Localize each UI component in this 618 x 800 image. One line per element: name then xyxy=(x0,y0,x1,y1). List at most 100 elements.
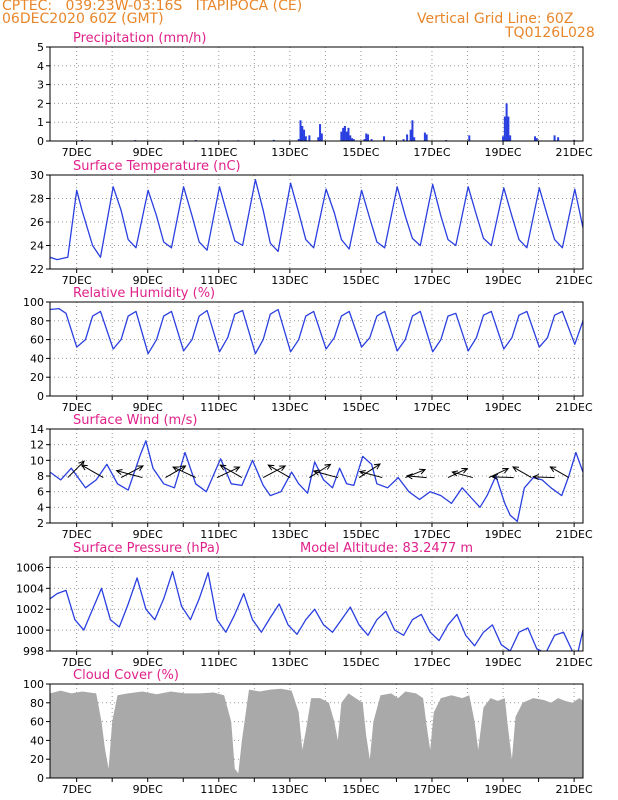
x-tick-label: 11DEC xyxy=(200,146,237,159)
wind-arrow-head xyxy=(406,473,413,480)
precip-bar xyxy=(299,120,302,141)
wind-arrow-shaft xyxy=(216,466,240,479)
wind-arrow xyxy=(165,465,187,478)
wind-arrow-head xyxy=(491,473,499,481)
wind-arrow-head xyxy=(532,473,539,481)
precip-bar xyxy=(343,125,346,141)
precip-bar xyxy=(345,131,348,141)
precip-bar xyxy=(317,137,320,141)
wind-arrow-shaft xyxy=(492,476,514,479)
x-tick-label: 21DEC xyxy=(556,783,593,796)
wind-arrow-shaft xyxy=(67,460,85,478)
y-tick-label: 26 xyxy=(30,216,44,229)
precip-bar xyxy=(297,139,300,141)
x-tick-label: 17DEC xyxy=(413,656,450,669)
x-tick-label: 21DEC xyxy=(556,146,593,159)
x-tick-label: 7DEC xyxy=(62,783,92,796)
panel-annotation: Model Altitude: 83.2477 m xyxy=(300,541,473,556)
x-tick-label: 13DEC xyxy=(271,528,308,541)
x-tick-label: 9DEC xyxy=(133,656,163,669)
panel-title: Cloud Cover (%) xyxy=(73,668,179,683)
header-code: TQ0126L028 xyxy=(505,25,595,41)
wind-line xyxy=(50,440,583,523)
wind-arrow-head xyxy=(461,468,469,474)
y-tick-label: 14 xyxy=(30,423,44,436)
y-tick-label: 60 xyxy=(30,334,44,347)
wind-arrow-head xyxy=(324,463,332,470)
precip-bar xyxy=(468,135,471,141)
x-tick-label: 21DEC xyxy=(556,274,593,287)
wind-arrow xyxy=(451,470,473,479)
pressure-line xyxy=(50,570,583,651)
precip-bar xyxy=(340,131,343,141)
y-tick-label: 30 xyxy=(30,169,44,182)
wind-arrow-head xyxy=(267,464,275,471)
y-tick-label: 1 xyxy=(37,116,44,129)
wind-arrow-shaft xyxy=(358,463,381,478)
x-tick-label: 19DEC xyxy=(484,783,521,796)
precip-bar xyxy=(402,139,405,141)
x-tick-label: 13DEC xyxy=(271,146,308,159)
precip-bar xyxy=(342,127,345,141)
wind-arrow-head xyxy=(549,466,557,473)
wind-arrow xyxy=(532,473,555,481)
panel-rh: Relative Humidity (%) 0 20 40 60 80 100 7DEC 9DE… xyxy=(23,286,593,414)
x-tick-label: 19DEC xyxy=(484,401,521,414)
wind-arrow xyxy=(115,469,143,479)
panel-title: Surface Temperature (nC) xyxy=(73,159,241,174)
panel-precip: Precipitation (mm/h) 0 1 2 3 4 5 7DEC 9DEC 11DEC 1… xyxy=(37,31,593,159)
panel-frame xyxy=(49,556,584,652)
y-tick-label: 12 xyxy=(30,439,44,452)
x-tick-label: 15DEC xyxy=(342,783,379,796)
x-tick-label: 13DEC xyxy=(271,274,308,287)
x-tick-label: 9DEC xyxy=(133,783,163,796)
y-tick-label: 1004 xyxy=(16,582,44,595)
wind-arrow-head xyxy=(219,464,227,471)
wind-arrow xyxy=(262,465,287,479)
precip-bar xyxy=(272,139,275,141)
x-tick-label: 9DEC xyxy=(133,528,163,541)
wind-arrow-head xyxy=(136,465,145,471)
y-tick-label: 6 xyxy=(37,486,44,499)
y-tick-label: 20 xyxy=(30,753,44,766)
x-tick-label: 15DEC xyxy=(342,401,379,414)
wind-arrow-head xyxy=(172,466,180,473)
y-tick-label: 0 xyxy=(37,772,44,785)
precip-bar xyxy=(502,136,505,141)
x-tick-label: 7DEC xyxy=(62,146,92,159)
wind-arrow-head xyxy=(233,466,241,473)
wind-arrow xyxy=(512,466,532,478)
wind-arrow-head xyxy=(358,470,366,476)
y-tick-label: 80 xyxy=(30,315,44,328)
panel-temp: Surface Temperature (nC) 22 24 26 28 30 7DEC 9D… xyxy=(30,159,593,287)
wind-arrow-shaft xyxy=(116,470,143,479)
panel-title: Surface Pressure (hPa) xyxy=(73,541,220,556)
precip-bar xyxy=(303,129,306,141)
precip-bar xyxy=(308,135,311,141)
wind-arrow xyxy=(219,464,243,478)
precip-bar xyxy=(423,132,426,141)
precip-bar xyxy=(557,137,560,141)
panel-wind: Surface Wind (m/s) 2 4 6 8 10 12 14 7DEC 9DEC 11DE… xyxy=(30,413,593,541)
x-tick-label: 17DEC xyxy=(413,274,450,287)
x-tick-label: 13DEC xyxy=(271,401,308,414)
wind-arrow-head xyxy=(115,469,123,475)
wind-arrow-shaft xyxy=(452,471,473,479)
precip-bar xyxy=(363,139,366,141)
x-tick-label: 19DEC xyxy=(484,274,521,287)
x-tick-label: 9DEC xyxy=(133,274,163,287)
panel-cloud: Cloud Cover (%) 0 20 40 60 80 100 7DEC 9DEC 11DEC… xyxy=(23,668,593,796)
panel-title: Surface Wind (m/s) xyxy=(73,413,197,428)
wind-arrow-shaft xyxy=(120,465,144,479)
y-tick-label: 24 xyxy=(30,240,44,253)
x-tick-label: 11DEC xyxy=(200,401,237,414)
wind-arrow xyxy=(267,464,291,478)
y-tick-label: 0 xyxy=(37,390,44,403)
rh-line xyxy=(50,307,583,355)
wind-arrow-head xyxy=(312,469,320,476)
wind-arrow-head xyxy=(451,470,459,477)
x-tick-label: 15DEC xyxy=(342,656,379,669)
wind-arrow xyxy=(172,466,196,479)
y-tick-label: 1002 xyxy=(16,603,44,616)
precip-bar xyxy=(320,133,323,141)
